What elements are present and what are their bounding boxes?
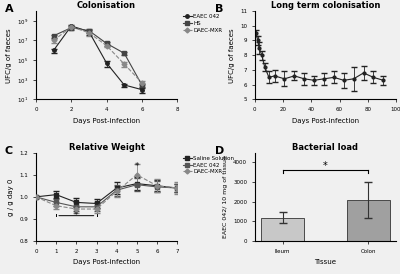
X-axis label: Days Post-infection: Days Post-infection (73, 259, 140, 265)
Y-axis label: UFC/g of faeces: UFC/g of faeces (6, 28, 12, 82)
Legend: EAEC 042, HS, DAEC-MXR: EAEC 042, HS, DAEC-MXR (183, 14, 223, 33)
Y-axis label: EAEC 042/ 10 mg of tissue: EAEC 042/ 10 mg of tissue (223, 155, 228, 238)
Title: Colonisation: Colonisation (77, 1, 136, 10)
Y-axis label: UFC/g of faeces: UFC/g of faeces (229, 28, 235, 82)
Text: C: C (5, 145, 13, 156)
Text: B: B (215, 4, 224, 14)
X-axis label: Days Post-infection: Days Post-infection (292, 118, 359, 124)
Text: A: A (5, 4, 14, 14)
Title: Long term colonisation: Long term colonisation (271, 1, 380, 10)
Legend: Saline Solution, EAEC 042, DAEC-MXR: Saline Solution, EAEC 042, DAEC-MXR (183, 155, 235, 175)
Text: *: * (74, 211, 78, 220)
Title: Bacterial load: Bacterial load (292, 143, 358, 152)
Bar (261, 218, 304, 241)
Text: *: * (135, 162, 139, 171)
Text: D: D (215, 145, 224, 156)
X-axis label: Days Post-infection: Days Post-infection (73, 118, 140, 124)
Bar (347, 200, 390, 241)
Text: *: * (323, 161, 328, 171)
Y-axis label: g / g day 0: g / g day 0 (8, 178, 14, 216)
Title: Relative Weight: Relative Weight (68, 143, 144, 152)
X-axis label: Tissue: Tissue (314, 259, 336, 265)
